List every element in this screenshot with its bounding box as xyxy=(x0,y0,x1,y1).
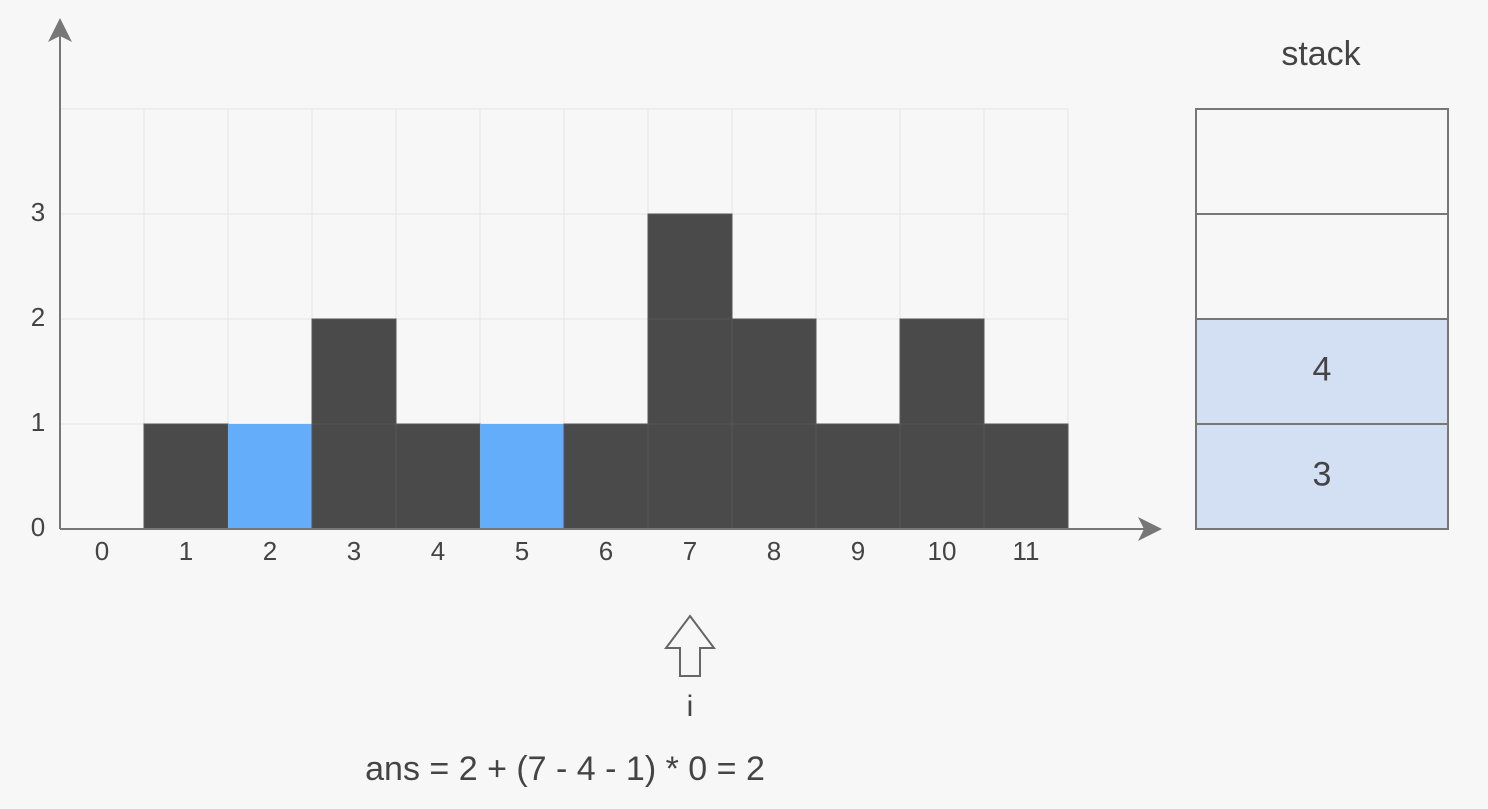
x-tick-label: 1 xyxy=(179,536,193,566)
stack: 34 xyxy=(1195,108,1449,530)
pointer: i xyxy=(664,614,716,723)
bar xyxy=(647,423,733,530)
bar xyxy=(815,423,901,530)
bar xyxy=(563,423,649,530)
x-tick-label: 9 xyxy=(851,536,865,566)
water xyxy=(228,424,312,529)
water xyxy=(480,424,564,529)
y-tick-label: 2 xyxy=(31,302,45,332)
stack-slot xyxy=(1195,108,1449,215)
stack-value: 4 xyxy=(1313,350,1332,388)
x-tick-label: 6 xyxy=(599,536,613,566)
formula: ans = 2 + (7 - 4 - 1) * 0 = 2 xyxy=(365,750,765,788)
pointer-label: i xyxy=(687,690,694,723)
x-tick-label: 4 xyxy=(431,536,445,566)
stack-slot xyxy=(1195,213,1449,320)
bar xyxy=(395,423,481,530)
stack-label: stack xyxy=(1281,35,1361,73)
x-tick-label: 0 xyxy=(95,536,109,566)
x-tick-label: 7 xyxy=(683,536,697,566)
stack-slot xyxy=(1195,423,1449,530)
pointer-arrow xyxy=(664,614,716,677)
x-tick-label: 5 xyxy=(515,536,529,566)
bar xyxy=(143,423,229,530)
x-tick-label: 2 xyxy=(263,536,277,566)
bar xyxy=(899,423,985,530)
y-tick-label: 1 xyxy=(31,407,45,437)
bar xyxy=(731,318,817,425)
bar xyxy=(311,423,397,530)
x-tick-label: 3 xyxy=(347,536,361,566)
bar xyxy=(647,213,733,320)
x-tick-label: 8 xyxy=(767,536,781,566)
x-tick-label: 10 xyxy=(928,536,957,566)
bar xyxy=(311,318,397,425)
bar xyxy=(647,318,733,425)
bar xyxy=(983,423,1069,530)
y-tick-label: 3 xyxy=(31,197,45,227)
bar xyxy=(731,423,817,530)
stack-value: 3 xyxy=(1313,455,1332,493)
bars: 0 1 2 3 4 5 6 7 8 9 10 11 xyxy=(95,213,1069,566)
y-tick-label: 0 xyxy=(31,512,45,542)
x-tick-label: 11 xyxy=(1013,536,1040,566)
bar xyxy=(899,318,985,425)
